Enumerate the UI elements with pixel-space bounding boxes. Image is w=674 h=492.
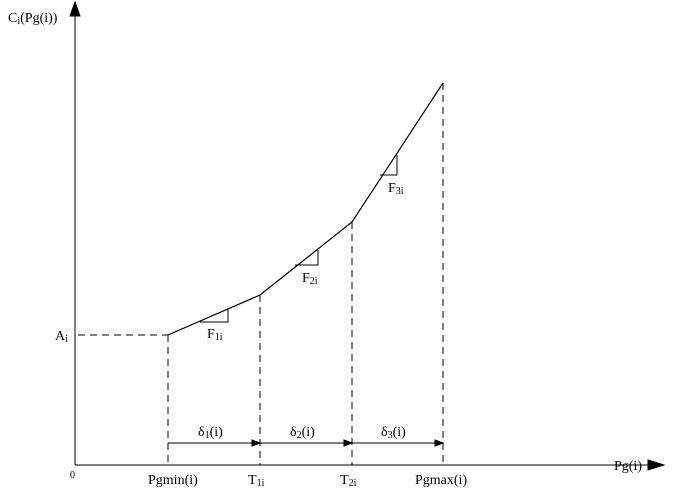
label-part: 1	[205, 430, 210, 441]
arrow-head	[434, 439, 445, 447]
label-part: δ	[290, 425, 297, 440]
x-axis-label: Pg(i)	[614, 459, 642, 474]
cost-curve	[167, 82, 444, 336]
x-arrow	[647, 459, 666, 471]
label-part: F	[388, 181, 396, 196]
label-part: 1i	[215, 332, 223, 343]
label-part: 1i	[257, 478, 265, 489]
arrow-head	[251, 439, 262, 447]
label-part: T	[340, 473, 349, 488]
x-tick-label: T2i	[340, 473, 357, 489]
label-part: (i)	[210, 425, 224, 440]
segment-label: δ2(i)	[290, 425, 315, 441]
label-part: (Pg(i))	[20, 11, 58, 26]
y-axis-label: Ci(Pg(i))	[8, 11, 58, 27]
x-tick-label: T1i	[248, 473, 265, 489]
label-part: (i)	[393, 425, 407, 440]
label-part: i	[65, 334, 68, 345]
label-part: δ	[381, 425, 388, 440]
label-part: A	[55, 329, 66, 344]
label-part: F	[302, 271, 310, 286]
slope-triangle	[380, 155, 398, 176]
label-part: 2	[297, 430, 302, 441]
arrow-head	[343, 439, 354, 447]
label-part: 3i	[396, 186, 404, 197]
slope-triangle	[200, 308, 229, 323]
intercept-label: Ai	[55, 329, 68, 345]
label-part: C	[8, 11, 17, 26]
label-part: i	[17, 16, 20, 27]
label-part: T	[248, 473, 257, 488]
label-part: 3	[388, 430, 393, 441]
slope-label: F3i	[388, 181, 404, 197]
y-arrow	[69, 0, 81, 17]
segment-label: δ3(i)	[381, 425, 406, 441]
label-part: 2i	[349, 478, 357, 489]
x-tick-label: Pgmax(i)	[415, 473, 467, 488]
segment-label: δ1(i)	[198, 425, 223, 441]
label-part: δ	[198, 425, 205, 440]
slope-label: F2i	[302, 271, 318, 287]
label-part: (i)	[302, 425, 316, 440]
label-part: 2i	[310, 276, 318, 287]
label-part: F	[207, 327, 215, 342]
slope-label: F1i	[207, 327, 223, 343]
slope-triangle	[295, 250, 319, 266]
x-tick-label: Pgmin(i)	[148, 473, 198, 488]
origin-label: 0	[70, 470, 75, 481]
